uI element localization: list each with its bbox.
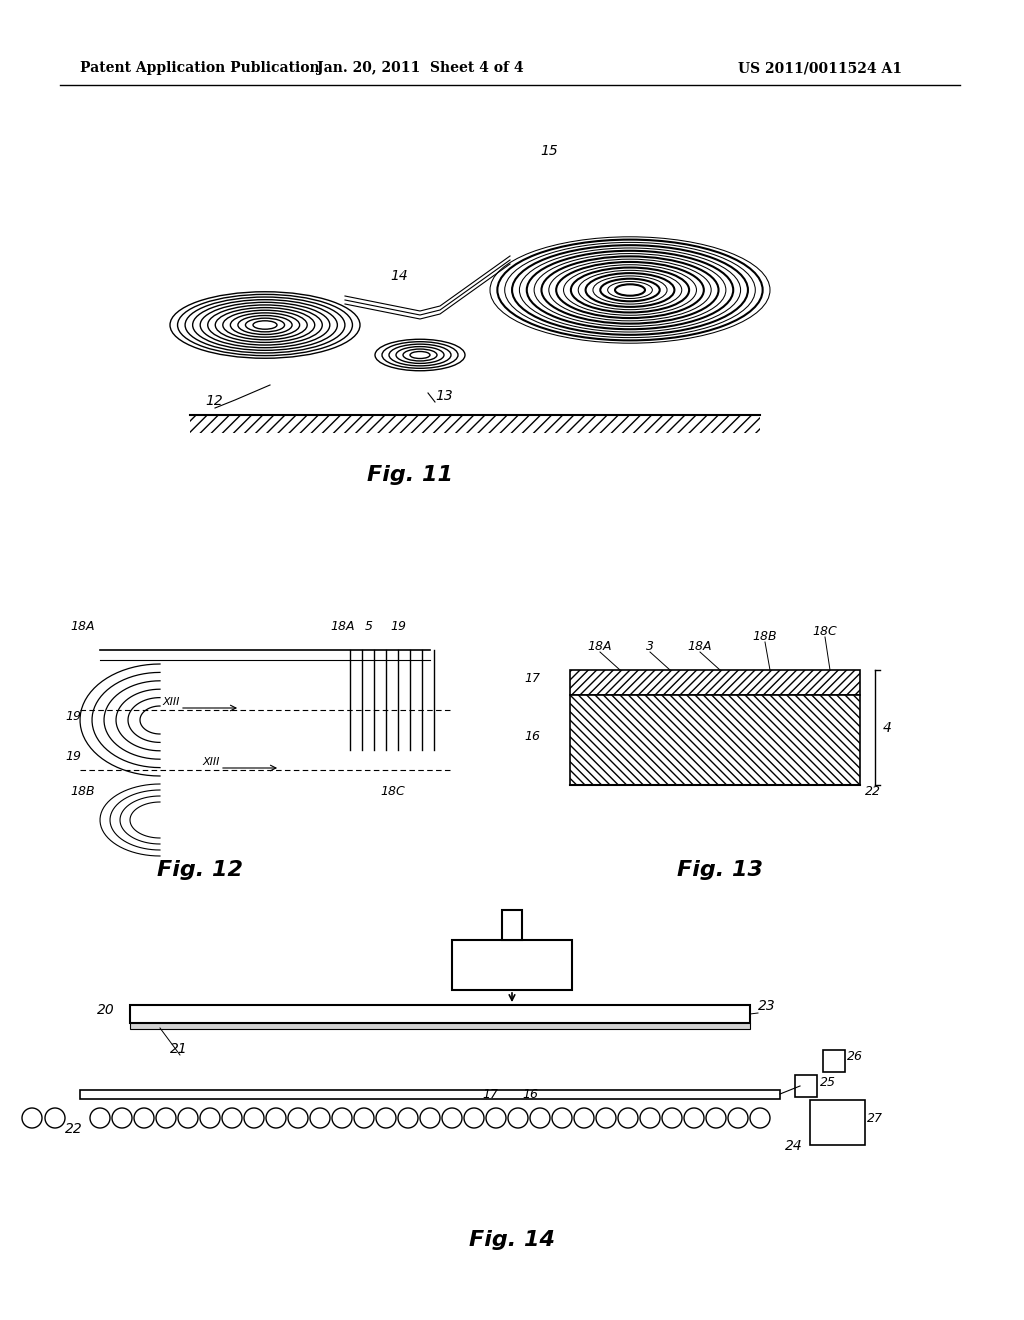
Circle shape: [486, 1107, 506, 1129]
Circle shape: [45, 1107, 65, 1129]
Bar: [795, 1074, 817, 1097]
Circle shape: [618, 1107, 638, 1129]
Text: 17: 17: [524, 672, 540, 685]
Circle shape: [112, 1107, 132, 1129]
Text: 18C: 18C: [813, 624, 838, 638]
Circle shape: [596, 1107, 616, 1129]
Circle shape: [750, 1107, 770, 1129]
Text: 16: 16: [524, 730, 540, 743]
Bar: [130, 1023, 750, 1030]
Circle shape: [288, 1107, 308, 1129]
Circle shape: [508, 1107, 528, 1129]
Circle shape: [266, 1107, 286, 1129]
Bar: [810, 1100, 865, 1144]
Bar: [130, 1005, 750, 1023]
Circle shape: [574, 1107, 594, 1129]
Text: Fig. 12: Fig. 12: [157, 861, 243, 880]
Text: 3: 3: [646, 640, 654, 653]
Text: Fig. 14: Fig. 14: [469, 1230, 555, 1250]
Bar: [502, 909, 522, 940]
Circle shape: [244, 1107, 264, 1129]
Text: 22: 22: [865, 785, 881, 799]
Circle shape: [354, 1107, 374, 1129]
Text: 14: 14: [390, 269, 408, 282]
Circle shape: [376, 1107, 396, 1129]
Circle shape: [22, 1107, 42, 1129]
Text: 18A: 18A: [330, 620, 354, 634]
Circle shape: [398, 1107, 418, 1129]
Circle shape: [310, 1107, 330, 1129]
Text: 17: 17: [482, 1088, 498, 1101]
Circle shape: [552, 1107, 572, 1129]
Circle shape: [464, 1107, 484, 1129]
Text: 18A: 18A: [588, 640, 612, 653]
Circle shape: [156, 1107, 176, 1129]
Text: 24: 24: [785, 1139, 803, 1152]
Circle shape: [530, 1107, 550, 1129]
Text: 5: 5: [365, 620, 373, 634]
Text: US 2011/0011524 A1: US 2011/0011524 A1: [738, 61, 902, 75]
Text: 4: 4: [883, 721, 892, 734]
Text: 18A: 18A: [688, 640, 713, 653]
Bar: [570, 671, 860, 696]
Bar: [570, 696, 860, 785]
Circle shape: [706, 1107, 726, 1129]
Text: 23: 23: [758, 999, 776, 1012]
Circle shape: [728, 1107, 748, 1129]
Text: 18B: 18B: [753, 630, 777, 643]
Bar: [452, 940, 572, 990]
Text: 13: 13: [435, 389, 453, 403]
Circle shape: [662, 1107, 682, 1129]
Circle shape: [420, 1107, 440, 1129]
Circle shape: [200, 1107, 220, 1129]
Text: Patent Application Publication: Patent Application Publication: [80, 61, 319, 75]
Text: XIII: XIII: [203, 756, 220, 767]
Text: 26: 26: [847, 1049, 863, 1063]
Text: 22: 22: [65, 1122, 83, 1137]
Circle shape: [684, 1107, 705, 1129]
Circle shape: [222, 1107, 242, 1129]
Text: 21: 21: [170, 1041, 187, 1056]
Text: 18A: 18A: [70, 620, 94, 634]
Bar: [823, 1049, 845, 1072]
Text: XIII: XIII: [163, 697, 180, 708]
Text: 18B: 18B: [70, 785, 94, 799]
Text: 15: 15: [540, 144, 558, 158]
Text: 25: 25: [820, 1076, 836, 1089]
Text: 19: 19: [65, 710, 81, 723]
Circle shape: [178, 1107, 198, 1129]
Circle shape: [332, 1107, 352, 1129]
Text: Fig. 11: Fig. 11: [367, 465, 453, 484]
Circle shape: [90, 1107, 110, 1129]
Text: 18C: 18C: [380, 785, 404, 799]
Circle shape: [442, 1107, 462, 1129]
Text: 16: 16: [522, 1088, 538, 1101]
Text: 12: 12: [205, 393, 223, 408]
Text: 20: 20: [97, 1003, 115, 1016]
Circle shape: [640, 1107, 660, 1129]
Bar: [80, 1090, 780, 1100]
Text: Fig. 13: Fig. 13: [677, 861, 763, 880]
Text: 27: 27: [867, 1111, 883, 1125]
Text: Jan. 20, 2011  Sheet 4 of 4: Jan. 20, 2011 Sheet 4 of 4: [316, 61, 523, 75]
Text: 19: 19: [65, 750, 81, 763]
Text: 19: 19: [390, 620, 406, 634]
Circle shape: [134, 1107, 154, 1129]
